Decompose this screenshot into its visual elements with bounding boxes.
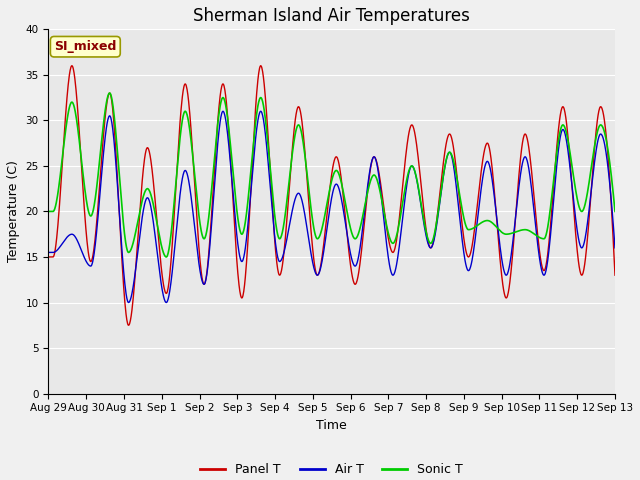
Panel T — [495, 238, 502, 244]
Sonic T — [172, 187, 179, 193]
Text: SI_mixed: SI_mixed — [54, 40, 116, 53]
Line: Air T: Air T — [49, 111, 615, 302]
Air T — [163, 300, 170, 305]
Sonic T — [495, 226, 502, 232]
Air T — [171, 243, 179, 249]
Legend: Panel T, Air T, Sonic T: Panel T, Air T, Sonic T — [195, 458, 468, 480]
Sonic T — [157, 241, 165, 247]
Air T — [420, 224, 428, 230]
Y-axis label: Temperature (C): Temperature (C) — [7, 160, 20, 263]
Line: Panel T: Panel T — [49, 66, 615, 325]
Air T — [545, 252, 552, 257]
Air T — [234, 244, 242, 250]
Panel T — [611, 272, 619, 278]
Sonic T — [45, 208, 52, 214]
Panel T — [420, 214, 428, 219]
Panel T — [257, 63, 264, 69]
Sonic T — [420, 221, 428, 227]
Panel T — [157, 263, 165, 269]
Air T — [257, 108, 264, 114]
Sonic T — [611, 208, 619, 214]
Title: Sherman Island Air Temperatures: Sherman Island Air Temperatures — [193, 7, 470, 25]
Sonic T — [163, 254, 170, 260]
Panel T — [171, 201, 179, 206]
Panel T — [234, 275, 242, 280]
Air T — [45, 250, 52, 255]
X-axis label: Time: Time — [316, 419, 347, 432]
Panel T — [125, 323, 132, 328]
Air T — [495, 230, 502, 236]
Sonic T — [106, 90, 113, 96]
Air T — [157, 277, 164, 283]
Panel T — [45, 254, 52, 260]
Line: Sonic T: Sonic T — [49, 93, 615, 257]
Air T — [611, 245, 619, 251]
Sonic T — [545, 220, 552, 226]
Panel T — [545, 244, 552, 250]
Sonic T — [235, 221, 243, 227]
